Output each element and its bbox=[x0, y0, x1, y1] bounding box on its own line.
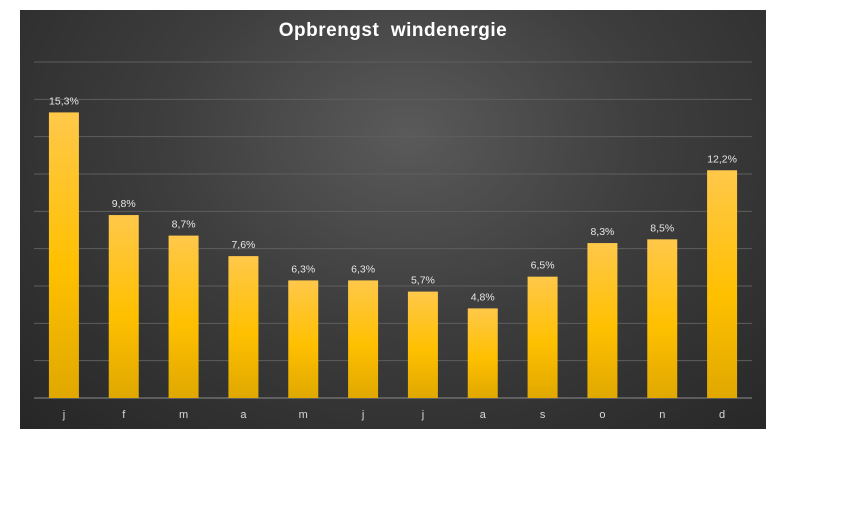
data-label: 8,3% bbox=[590, 226, 614, 238]
gridlines bbox=[34, 61, 752, 399]
x-tick-label: j bbox=[361, 409, 364, 421]
bar bbox=[587, 243, 618, 398]
bar bbox=[48, 112, 79, 399]
bars bbox=[48, 112, 738, 399]
x-tick-label: a bbox=[240, 409, 247, 421]
data-label: 9,8% bbox=[112, 198, 136, 210]
bar-chart: 15,3% 9,8% 8,7% 7,6% 6,3% 6,3% 5,7% 4,8% 6,5% 8,3… bbox=[34, 61, 752, 421]
data-label: 4,8% bbox=[471, 291, 495, 303]
data-label: 15,3% bbox=[49, 95, 79, 107]
bar bbox=[707, 170, 738, 398]
data-label: 5,7% bbox=[411, 275, 435, 287]
bar bbox=[407, 291, 438, 398]
bar bbox=[527, 276, 558, 398]
data-label: 7,6% bbox=[231, 239, 255, 251]
x-tick-label: n bbox=[659, 409, 665, 421]
data-label: 6,3% bbox=[351, 263, 375, 275]
x-tick-label: m bbox=[299, 409, 308, 421]
bar bbox=[467, 308, 498, 398]
x-tick-label: m bbox=[179, 409, 188, 421]
x-tick-label: f bbox=[122, 409, 126, 421]
x-tick-label: a bbox=[480, 409, 487, 421]
bar bbox=[168, 235, 199, 398]
x-tick-label: j bbox=[421, 409, 424, 421]
x-tick-label: d bbox=[719, 409, 725, 421]
chart-panel: Opbrengst windenergie 15,3% 9,8% 8,7% 7,6% 6… bbox=[20, 10, 766, 429]
data-label: 8,7% bbox=[172, 219, 196, 231]
x-tick-label: s bbox=[540, 409, 546, 421]
data-label: 12,2% bbox=[707, 153, 737, 165]
data-label: 6,5% bbox=[531, 260, 555, 272]
bar bbox=[288, 280, 319, 398]
bar bbox=[348, 280, 379, 398]
data-label: 6,3% bbox=[291, 263, 315, 275]
bar bbox=[647, 239, 678, 398]
chart-title: Opbrengst windenergie bbox=[278, 20, 508, 41]
data-labels: 15,3% 9,8% 8,7% 7,6% 6,3% 6,3% 5,7% 4,8% 6,5% 8,3… bbox=[49, 95, 737, 303]
bar bbox=[108, 215, 139, 398]
x-tick-label: o bbox=[599, 409, 605, 421]
bar bbox=[228, 256, 259, 398]
x-tick-label: j bbox=[62, 409, 65, 421]
data-label: 8,5% bbox=[650, 222, 674, 234]
